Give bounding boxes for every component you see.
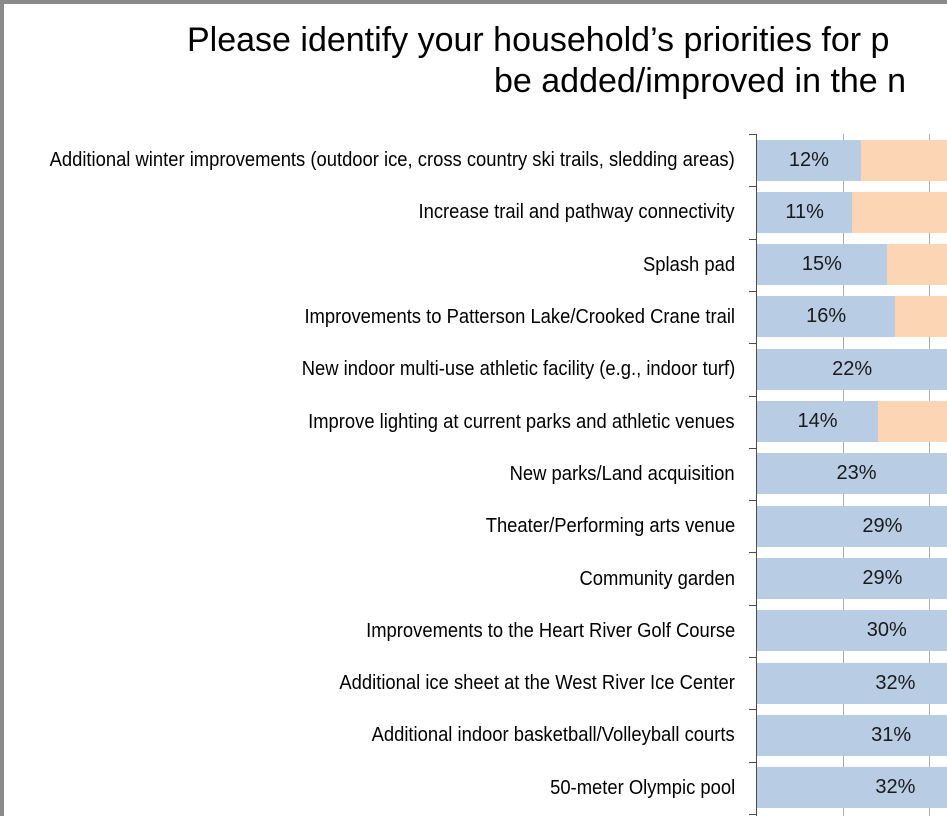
bar-segment-secondary xyxy=(852,191,947,233)
category-label: Community garden xyxy=(579,568,735,590)
bar-value-label: 32% xyxy=(875,776,916,799)
bar-value-label: 23% xyxy=(836,462,877,485)
bar-segment-primary: 16% xyxy=(757,296,896,338)
bar-value-label: 31% xyxy=(871,723,912,746)
bar-value-label: 30% xyxy=(866,619,907,642)
category-label: Additional indoor basketball/Volleyball … xyxy=(371,724,735,746)
axis-tick xyxy=(749,500,757,501)
category-label: Improve lighting at current parks and at… xyxy=(308,411,735,433)
axis-tick xyxy=(749,552,757,553)
category-label: 50-meter Olympic pool xyxy=(549,777,735,799)
axis-tick xyxy=(749,762,757,763)
axis-tick xyxy=(749,186,757,187)
axis-tick xyxy=(749,239,757,240)
category-label: New parks/Land acquisition xyxy=(509,463,735,485)
axis-tick xyxy=(749,448,757,449)
axis-tick xyxy=(749,605,757,606)
bar-segment-secondary xyxy=(878,401,947,442)
category-label: New indoor multi-use athletic facility (… xyxy=(301,358,735,380)
bar-segment-secondary xyxy=(895,296,947,338)
bar-segment-primary: 22% xyxy=(757,348,947,390)
bar-segment-primary: 30% xyxy=(757,610,947,652)
axis-tick xyxy=(749,343,757,344)
bar-value-label: 22% xyxy=(832,357,873,380)
bar-value-label: 16% xyxy=(806,305,847,328)
bar-segment-primary: 11% xyxy=(757,191,853,233)
bar-value-label: 29% xyxy=(862,566,903,589)
axis-tick xyxy=(749,134,757,135)
axis-tick xyxy=(749,396,757,397)
bar-segment-primary: 15% xyxy=(757,244,887,286)
bar-value-label: 29% xyxy=(862,514,903,537)
chart-title-line-1: Please identify your household’s priorit… xyxy=(187,21,890,59)
bar-segment-primary: 23% xyxy=(757,453,947,495)
bar-value-label: 15% xyxy=(801,253,842,276)
bar-value-label: 12% xyxy=(788,148,829,171)
bar-segment-primary: 29% xyxy=(757,505,947,547)
bar-segment-primary: 29% xyxy=(757,557,947,599)
chart-title-line-2: be added/improved in the n xyxy=(494,62,907,100)
axis-tick xyxy=(749,814,757,815)
category-label: Splash pad xyxy=(642,254,735,276)
bar-value-label: 32% xyxy=(875,671,916,694)
category-label: Additional winter improvements (outdoor … xyxy=(49,149,735,171)
bar-segment-primary: 32% xyxy=(757,767,947,809)
bar-value-label: 14% xyxy=(797,410,838,432)
bar-segment-primary: 14% xyxy=(757,401,879,442)
bar-segment-primary: 31% xyxy=(757,714,947,756)
category-axis-line xyxy=(756,134,757,816)
category-label: Improvements to the Heart River Golf Cou… xyxy=(365,620,735,642)
category-label: Increase trail and pathway connectivity xyxy=(418,201,735,223)
category-label: Additional ice sheet at the West River I… xyxy=(339,672,735,694)
bar-segment-primary: 32% xyxy=(757,662,947,704)
category-label: Improvements to Patterson Lake/Crooked C… xyxy=(304,306,735,328)
bar-segment-secondary xyxy=(860,139,947,181)
category-label: Theater/Performing arts venue xyxy=(485,515,735,537)
axis-tick xyxy=(749,657,757,658)
axis-tick xyxy=(749,709,757,710)
bar-segment-primary: 12% xyxy=(757,139,861,181)
axis-tick xyxy=(749,291,757,292)
bar-segment-secondary xyxy=(886,244,947,286)
bar-value-label: 11% xyxy=(785,200,824,223)
